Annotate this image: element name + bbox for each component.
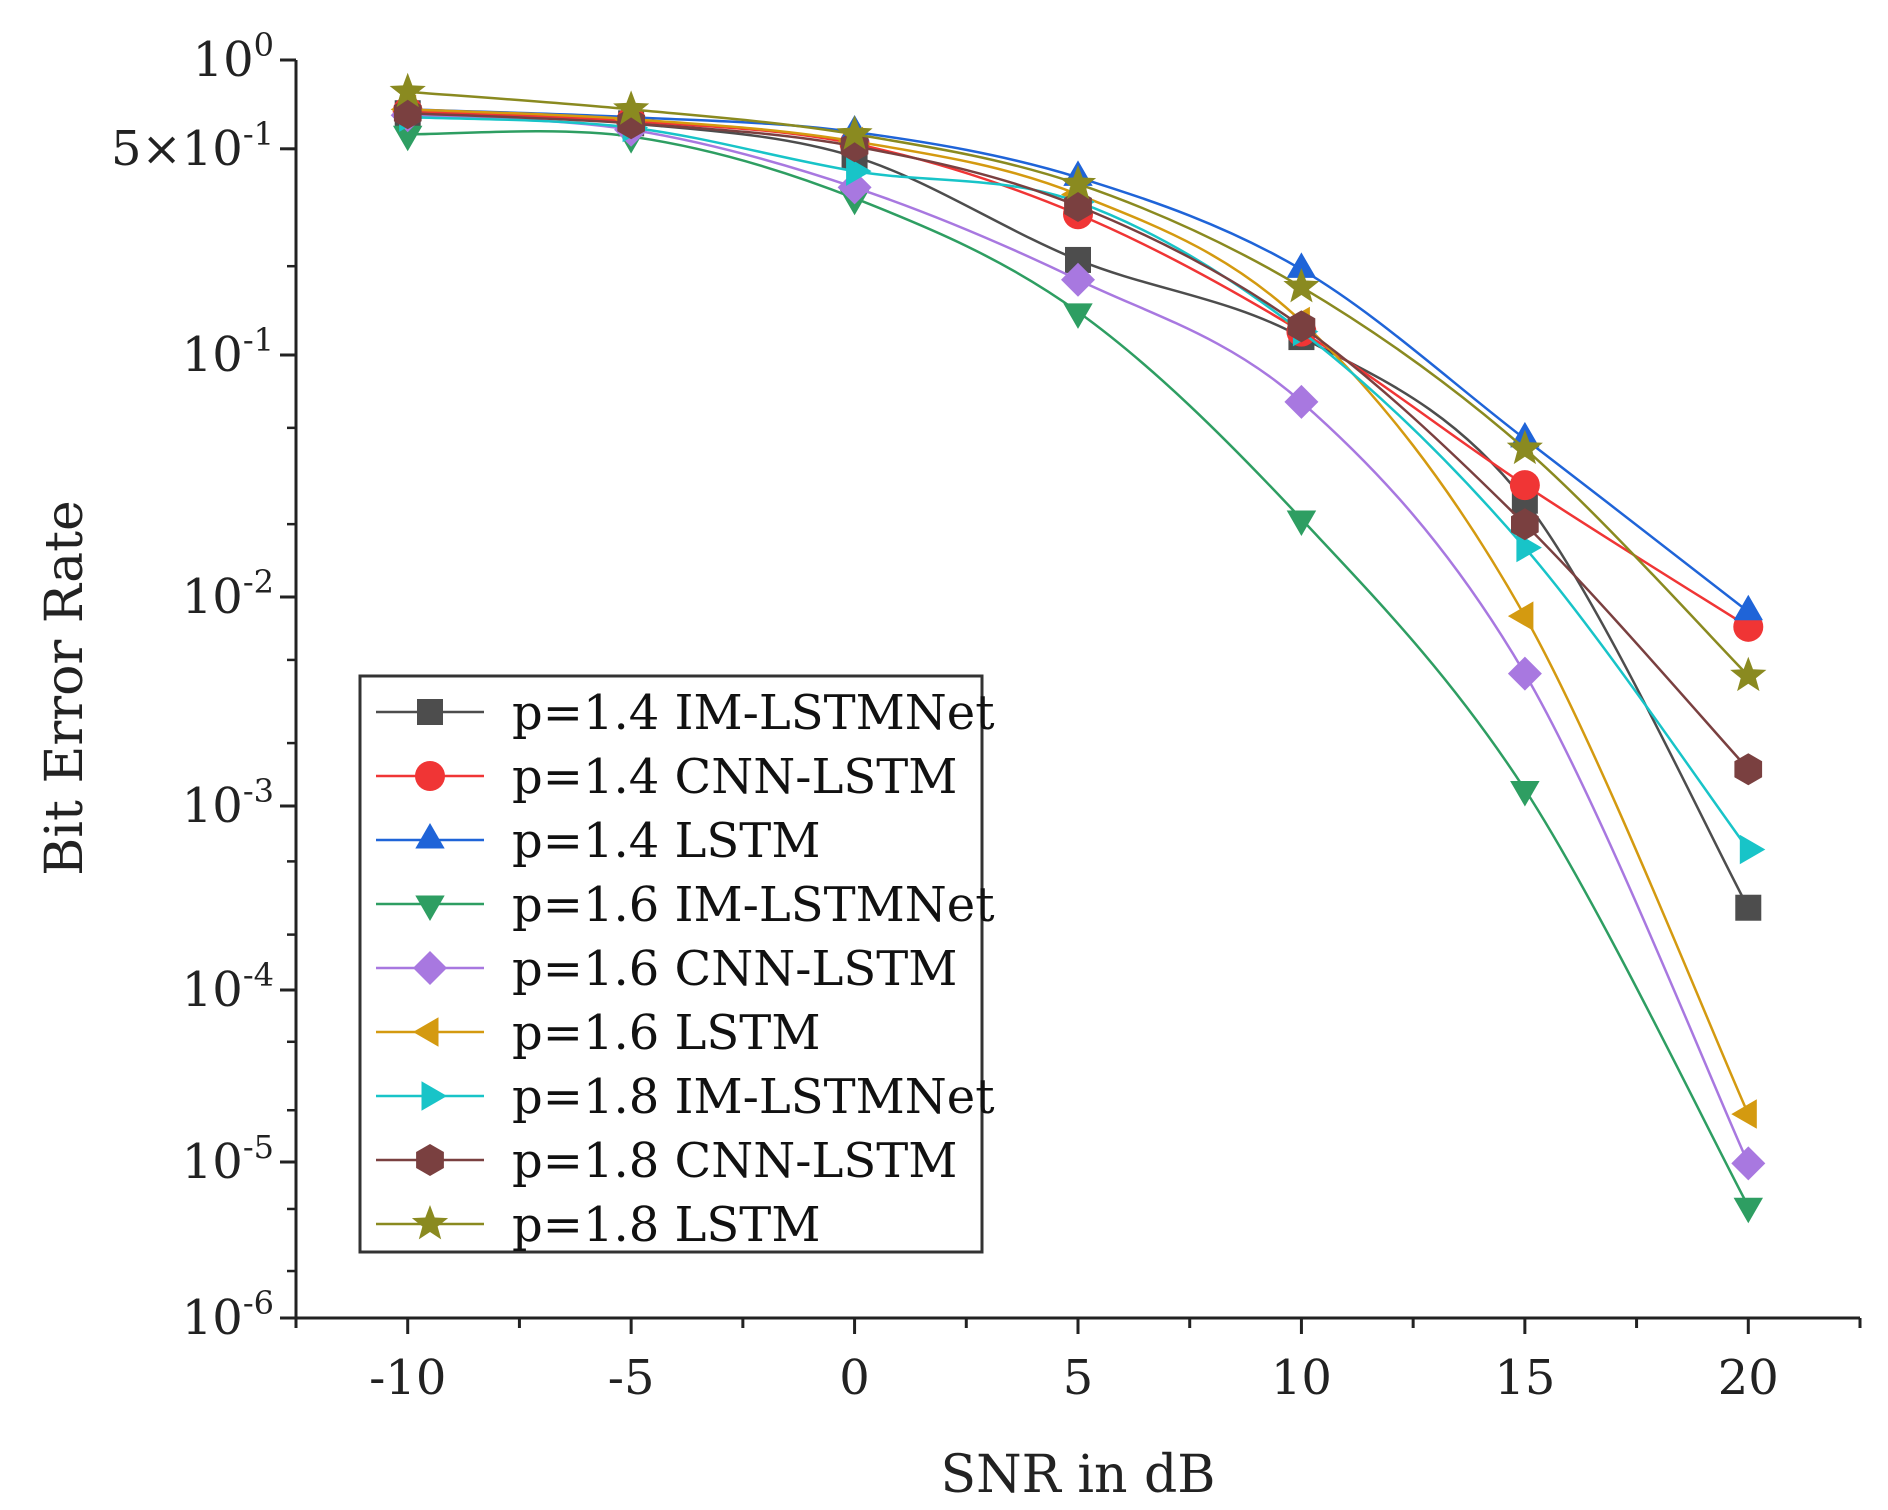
x-tick-label: -10 [369,1350,446,1406]
data-point [1731,1099,1757,1129]
y-tick-label: 10-2 [182,563,274,625]
y-tick-label: 10-6 [182,1284,274,1346]
legend-label: p=1.4 IM-LSTMNet [512,685,994,741]
data-point [1064,190,1092,222]
legend-item: p=1.8 LSTM [376,1197,820,1253]
legend-marker [421,1081,447,1111]
legend-marker [413,951,447,985]
legend-marker [413,1017,439,1047]
legend-item: p=1.4 IM-LSTMNet [376,685,994,741]
legend-box [358,674,984,1254]
data-point [1733,594,1763,621]
data-point [393,97,422,130]
legend-label: p=1.4 CNN-LSTM [512,749,957,805]
legend-item: p=1.4 CNN-LSTM [376,749,957,805]
data-point [1286,510,1317,536]
series-line [407,130,1750,1207]
data-point [1734,753,1763,786]
data-point [846,156,872,186]
legend-label: p=1.8 IM-LSTMNet [512,1069,994,1125]
legend-item: p=1.6 LSTM [376,1005,820,1061]
y-tick-label: 10-5 [182,1128,274,1190]
x-tick-label: 5 [1063,1350,1094,1406]
data-point [1283,268,1320,303]
legend-item: p=1.4 LSTM [376,813,820,869]
legend-marker [411,1205,449,1240]
data-point [1509,470,1540,501]
data-point [1731,1146,1766,1181]
x-axis-title: SNR in dB [941,1445,1216,1505]
data-point [1059,165,1097,200]
series [389,72,1767,1224]
legend-label: p=1.4 LSTM [512,813,820,869]
y-tick-label: 10-3 [182,772,274,834]
series-line [407,108,1750,1115]
y-tick-label: 5×10-1 [111,115,274,177]
series-line [407,113,1750,1164]
data-point [1516,532,1542,563]
y-ticks: 100 5×10-1 10-1 10-2 10-3 10-4 10-5 10-6 [111,26,296,1346]
legend-marker [415,823,445,849]
data-point [1735,894,1762,921]
data-point [1284,384,1319,419]
legend-item: p=1.6 IM-LSTMNet [376,877,994,933]
data-point [836,115,873,150]
x-tick-label: 20 [1718,1350,1779,1406]
data-point [1507,656,1542,691]
x-tick-label: 10 [1271,1350,1332,1406]
data-point [393,125,423,152]
x-ticks: -10 -5 0 5 10 15 20 [294,1318,1862,1406]
legend-item: p=1.6 CNN-LSTM [376,941,957,997]
legend-marker [417,699,443,725]
data-point [1286,252,1317,278]
series-line [407,115,1750,851]
x-tick-label: -5 [608,1350,655,1406]
legend-label: p=1.8 CNN-LSTM [512,1133,957,1189]
legend-item: p=1.8 IM-LSTMNet [376,1069,994,1125]
legend-item: p=1.8 CNN-LSTM [376,1133,957,1189]
legend-label: p=1.6 IM-LSTMNet [512,877,994,933]
x-tick-label: 0 [839,1350,870,1406]
data-point [1739,834,1766,865]
data-point [1506,429,1543,465]
legend-marker [416,1144,444,1176]
y-tick-label: 10-4 [182,956,274,1018]
y-axis-title: Bit Error Rate [35,500,95,876]
legend-marker [415,895,445,921]
data-point [1063,303,1093,329]
data-point [1061,262,1095,297]
data-point [1511,508,1539,541]
series-9 [389,72,1767,692]
data-point [1287,310,1316,343]
legend-label: p=1.6 CNN-LSTM [512,941,957,997]
y-tick-label: 100 [193,26,274,88]
data-point [1510,781,1540,807]
legend-label: p=1.8 LSTM [512,1197,820,1253]
data-point [1730,656,1767,692]
x-tick-label: 15 [1494,1350,1555,1406]
legend-marker [415,761,445,791]
data-point [613,90,650,125]
legend: p=1.4 IM-LSTMNet p=1.4 CNN-LSTM p=1.4 LSTM… [358,674,994,1254]
data-point [1733,1197,1763,1224]
data-point [389,72,426,108]
y-tick-label: 10-1 [182,321,274,383]
legend-label: p=1.6 LSTM [512,1005,820,1061]
data-point [1507,601,1534,631]
